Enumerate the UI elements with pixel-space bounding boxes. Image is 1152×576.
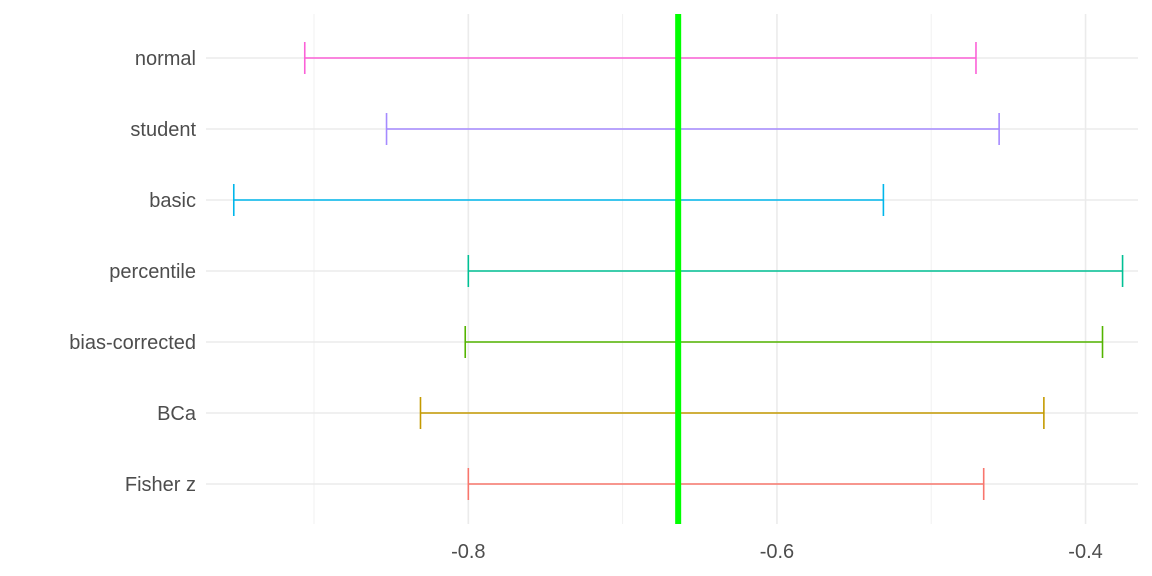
category-label: percentile <box>109 261 196 283</box>
x-tick-label: -0.8 <box>451 541 485 563</box>
category-labels: Fisher z BCa bias-corrected percentile basic… <box>69 48 197 496</box>
x-tick-labels: -0.8 -0.6 -0.4 <box>451 541 1103 563</box>
category-label: student <box>130 119 196 141</box>
category-label: BCa <box>157 403 197 425</box>
x-tick-label: -0.4 <box>1068 541 1102 563</box>
category-label: Fisher z <box>125 474 196 496</box>
x-tick-label: -0.6 <box>760 541 794 563</box>
minor-gridlines <box>313 14 932 524</box>
category-label: normal <box>135 48 196 70</box>
category-label: basic <box>149 190 196 212</box>
major-gridlines <box>206 14 1138 524</box>
interval-bars <box>232 42 1124 500</box>
category-label: bias-corrected <box>69 332 196 354</box>
